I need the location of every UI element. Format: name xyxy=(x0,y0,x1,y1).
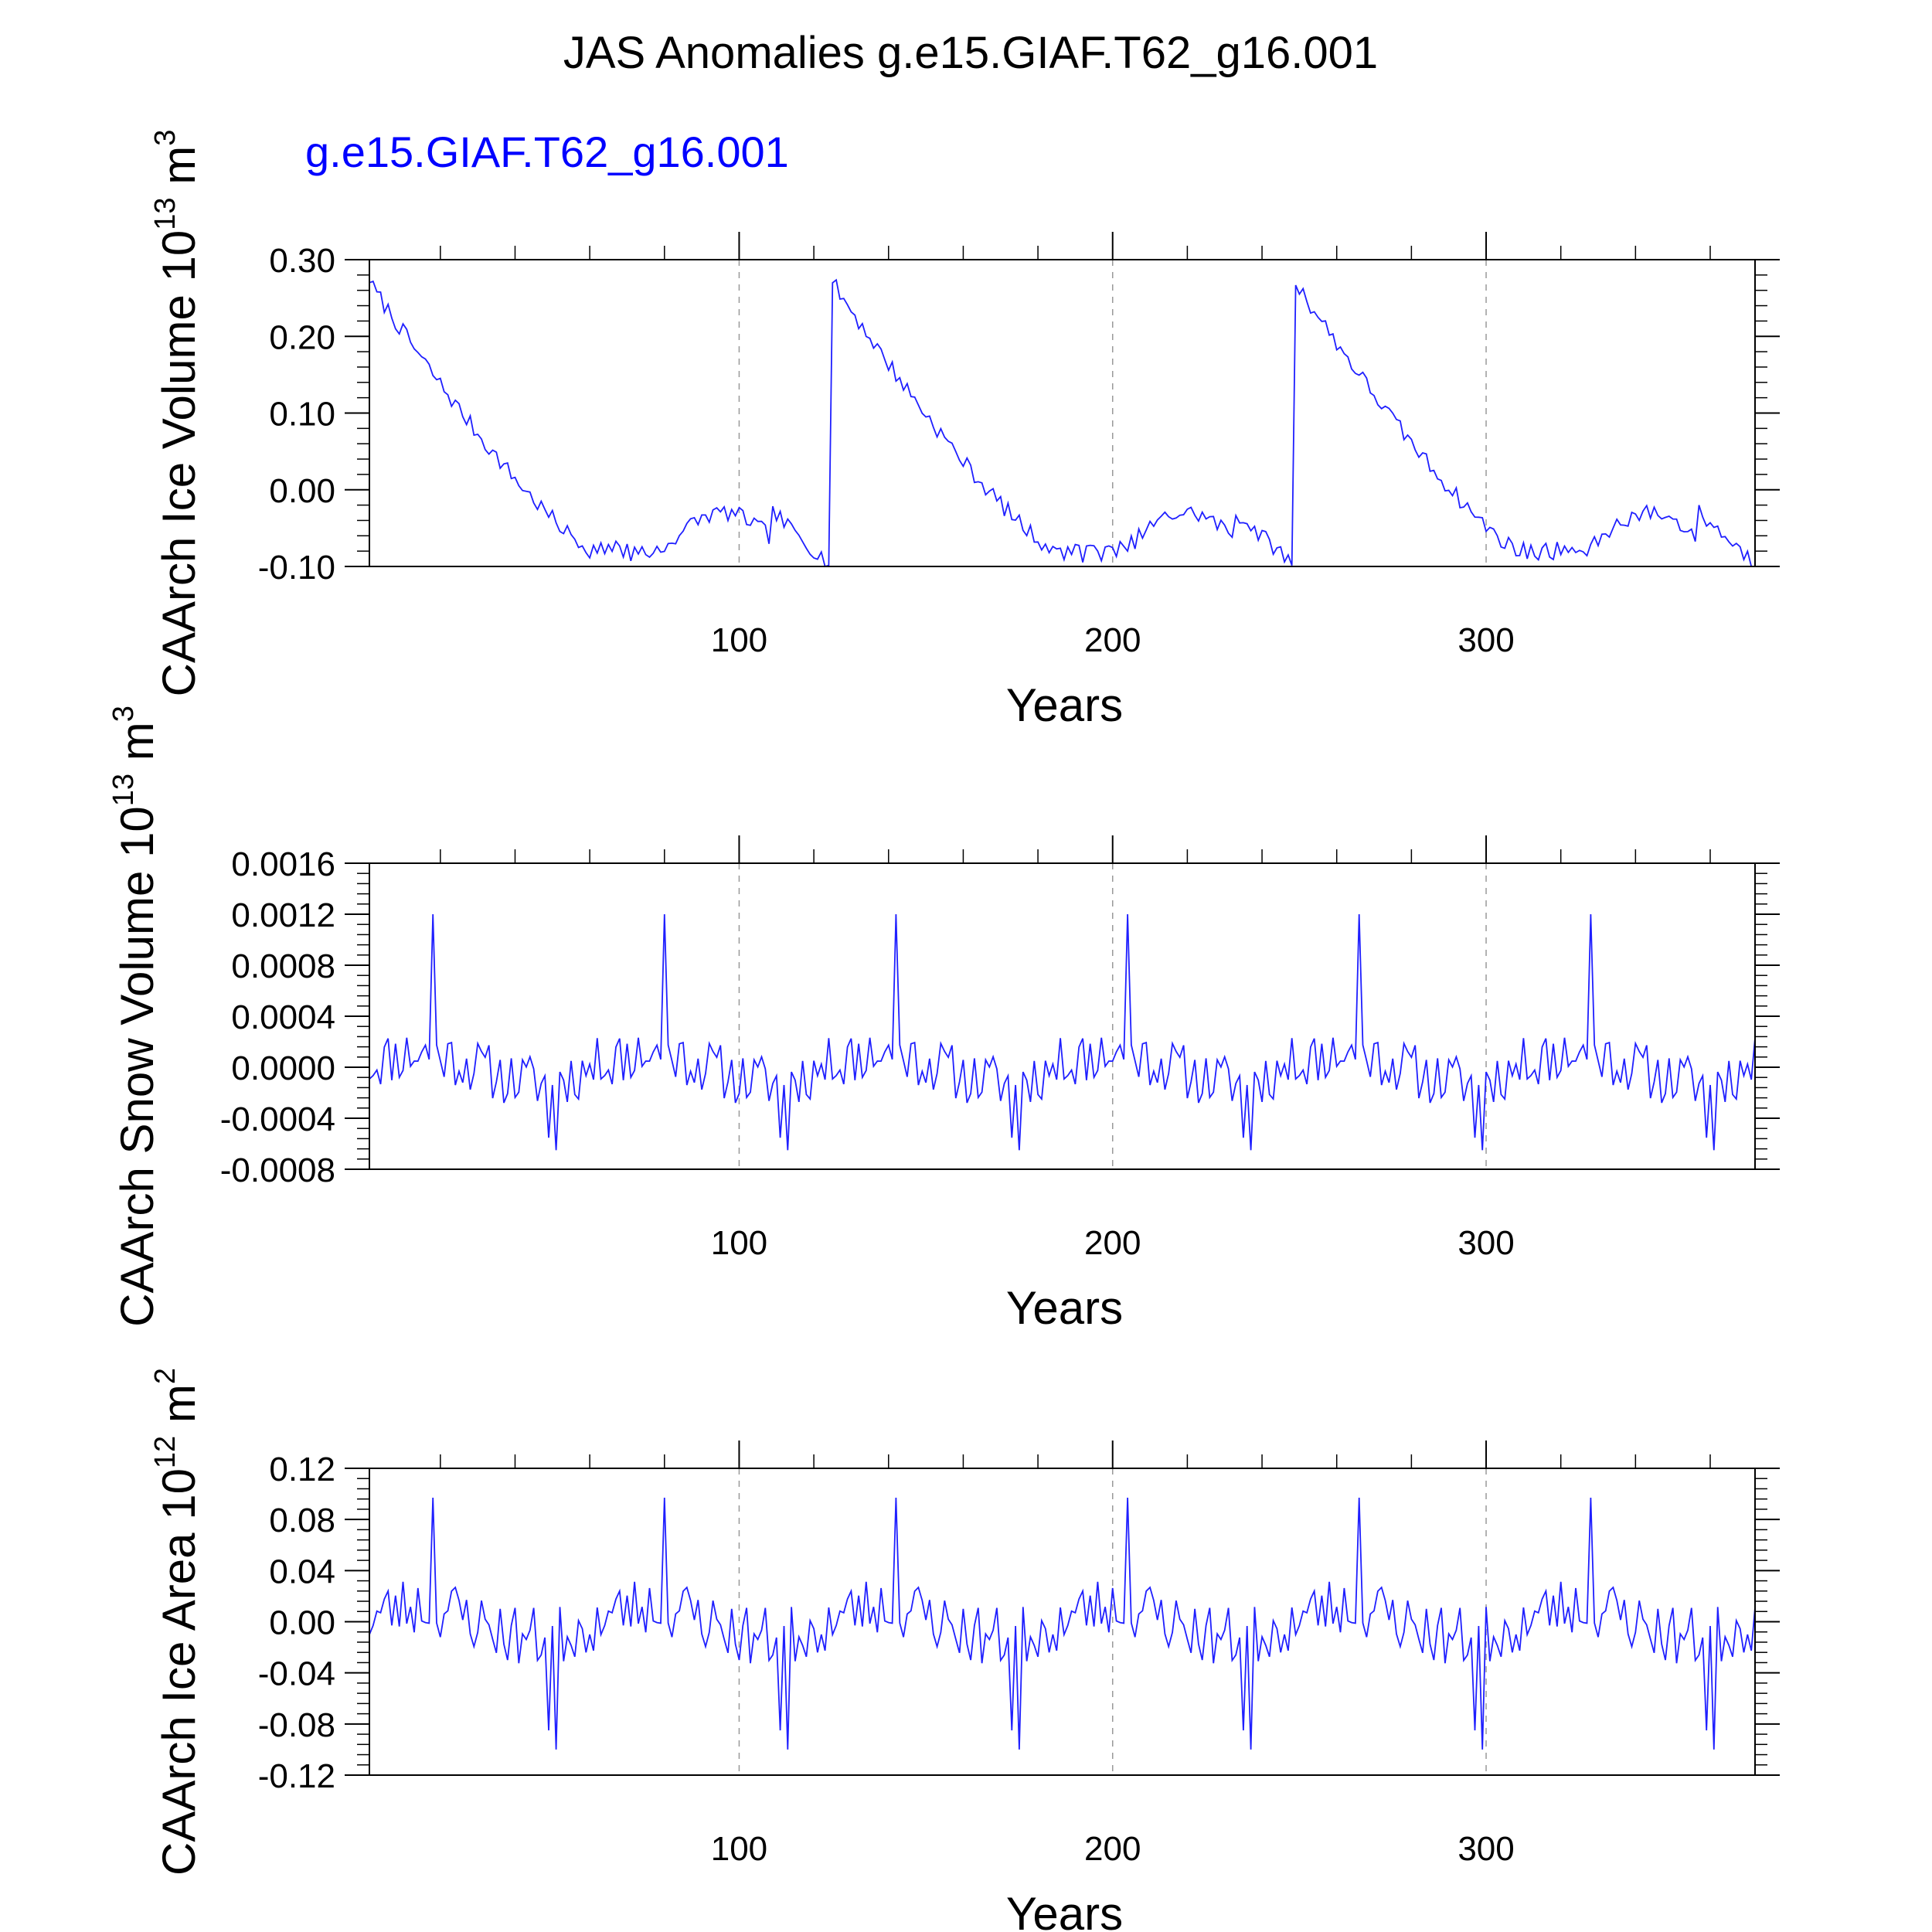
chart-panels: -0.10 0.00 0.10 0.20 0.30 100 200 300 Years CAArc… xyxy=(107,130,1780,1932)
y-tick-label: 0.08 xyxy=(269,1502,335,1539)
x-axis-label: Years xyxy=(1006,679,1123,731)
series-line-ice_area xyxy=(369,1497,1756,1750)
y-tick-label: 0.0004 xyxy=(231,998,335,1036)
x-tick-label: 200 xyxy=(1084,1224,1141,1262)
y-tick-label: 0.0012 xyxy=(231,896,335,934)
x-tick-label: 100 xyxy=(711,1830,767,1868)
x-tick-label: 300 xyxy=(1458,1830,1514,1868)
y-tick-label: -0.0004 xyxy=(220,1100,335,1138)
series-line-snow_volume xyxy=(369,913,1756,1151)
panel-ice_volume: -0.10 0.00 0.10 0.20 0.30 100 200 300 Years CAArc… xyxy=(149,130,1780,731)
y-tick-label: -0.04 xyxy=(258,1655,335,1693)
series-legend-label: g.e15.GIAF.T62_g16.001 xyxy=(305,128,789,176)
series-line-ice_volume xyxy=(369,278,1755,568)
y-tick-label: 0.00 xyxy=(269,472,335,510)
y-tick-label: 0.00 xyxy=(269,1604,335,1642)
plot-frame xyxy=(369,259,1756,567)
y-tick-label: 0.10 xyxy=(269,396,335,434)
y-tick-label: -0.10 xyxy=(258,549,335,587)
x-tick-label: 300 xyxy=(1458,1224,1514,1262)
x-tick-label: 200 xyxy=(1084,621,1141,659)
plot-frame xyxy=(369,862,1756,1170)
panel-ice_area: -0.12 -0.08 -0.04 0.00 0.04 0.08 0.12 100 200 300… xyxy=(149,1368,1780,1932)
y-tick-label: 0.12 xyxy=(269,1451,335,1488)
y-tick-label: -0.12 xyxy=(258,1757,335,1795)
y-tick-label: -0.0008 xyxy=(220,1151,335,1189)
y-tick-label: 0.0016 xyxy=(231,845,335,883)
y-tick-label: 0.30 xyxy=(269,242,335,280)
y-axis-label: CAArch Ice Area 1012 m2 xyxy=(149,1368,205,1876)
x-axis-label: Years xyxy=(1006,1282,1123,1334)
x-tick-label: 200 xyxy=(1084,1830,1141,1868)
chart-title: JAS Anomalies g.e15.GIAF.T62_g16.001 xyxy=(563,28,1378,78)
y-tick-label: 0.0008 xyxy=(231,947,335,985)
y-tick-label: 0.04 xyxy=(269,1553,335,1590)
x-tick-label: 300 xyxy=(1458,621,1514,659)
x-tick-label: 100 xyxy=(711,1224,767,1262)
y-axis-label: CAArch Snow Volume 1013 m3 xyxy=(107,706,163,1327)
y-tick-label: 0.20 xyxy=(269,318,335,356)
x-tick-label: 100 xyxy=(711,621,767,659)
y-axis-label: CAArch Ice Volume 1013 m3 xyxy=(149,130,205,697)
y-tick-label: 0.0000 xyxy=(231,1049,335,1087)
x-axis-label: Years xyxy=(1006,1888,1123,1932)
panel-snow_volume: -0.0008 -0.0004 0.0000 0.0004 0.0008 0.0012 0.… xyxy=(107,706,1780,1334)
y-tick-label: -0.08 xyxy=(258,1706,335,1744)
